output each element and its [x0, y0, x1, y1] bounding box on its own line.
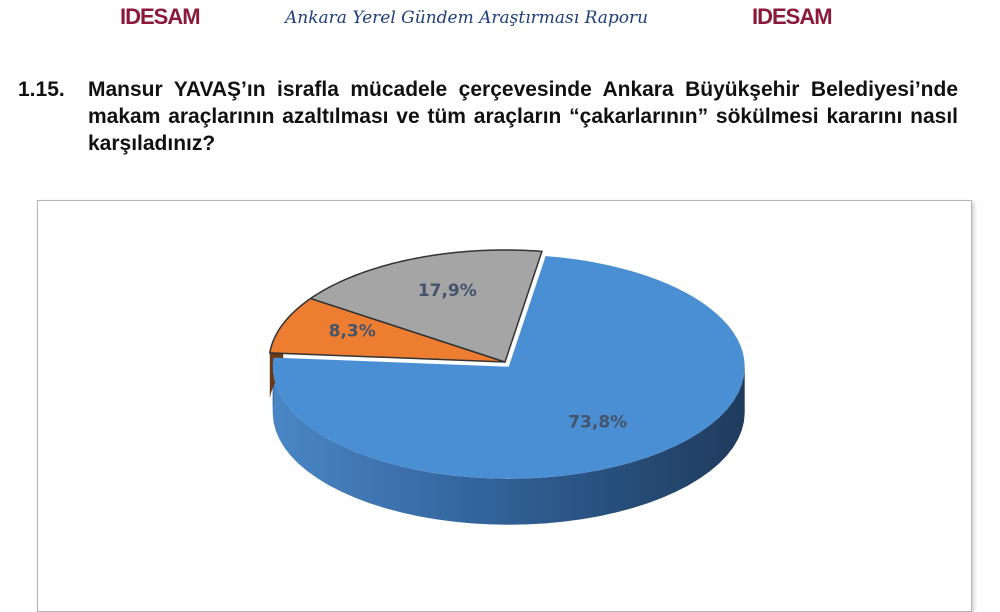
- logo-right: IDESAM: [752, 4, 833, 30]
- question-number: 1.15.: [18, 78, 65, 101]
- pie-side-0: [272, 366, 745, 525]
- pie-slice-0: [272, 256, 745, 479]
- data-label-1: 8,3%: [329, 322, 376, 342]
- report-header-title: Ankara Yerel Gündem Araştırması Raporu: [285, 8, 649, 28]
- logo-text: IDESAM: [752, 4, 833, 29]
- data-label-2: 17,9%: [418, 281, 477, 301]
- pie-slice-1: [268, 297, 506, 363]
- logo-text: IDESAM: [120, 4, 201, 29]
- logo-left: IDESAM: [120, 4, 201, 30]
- question: 1.15. Mansur YAVAŞ’ın israfla mücadele ç…: [18, 76, 958, 157]
- question-text: Mansur YAVAŞ’ın israfla mücadele çerçeve…: [88, 78, 958, 155]
- pie-slice-2: [308, 249, 543, 363]
- data-label-0: 73,8%: [568, 413, 627, 433]
